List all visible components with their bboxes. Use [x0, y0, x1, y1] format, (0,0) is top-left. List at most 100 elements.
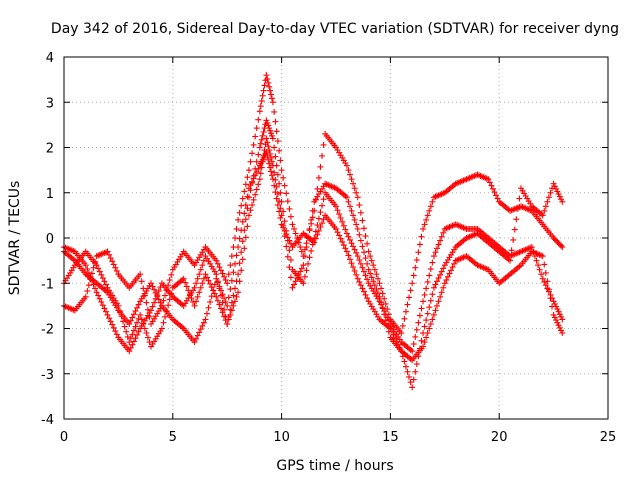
data-point-trail [287, 274, 294, 281]
data-point-trail [110, 261, 117, 268]
data-point-trail [356, 202, 363, 209]
data-point-trail [360, 225, 367, 232]
data-point-trail [265, 143, 272, 150]
data-point-trail [255, 151, 262, 158]
data-point-trail [379, 290, 386, 297]
data-point-trail [541, 261, 548, 268]
data-point-trail [283, 243, 290, 250]
data-point-trail [239, 195, 246, 202]
data-point [104, 248, 111, 255]
data-point-trail [241, 188, 248, 195]
data-point-trail [367, 270, 374, 277]
data-point-trail [141, 292, 148, 299]
data-point-trail [392, 335, 399, 342]
data-point-trail [312, 228, 319, 235]
data-point [343, 194, 350, 201]
data-point-trail [253, 125, 260, 132]
data-point [539, 275, 546, 282]
data-point-trail [303, 267, 310, 274]
data-point-trail [421, 291, 428, 298]
data-point-trail [438, 268, 445, 275]
data-point-trail [435, 275, 442, 282]
data-point-trail [416, 241, 423, 248]
data-point-trail [294, 275, 301, 282]
data-point-trail [541, 207, 548, 214]
data-point-trail [230, 269, 237, 276]
data-point-trail [286, 264, 293, 271]
data-point-trail [268, 95, 275, 102]
data-point [376, 280, 383, 287]
data-point-trail [345, 167, 352, 174]
data-point-trail [370, 262, 377, 269]
data-point-trail [207, 298, 214, 305]
data-point-trail [413, 256, 420, 263]
data-point-trail [144, 334, 151, 341]
data-point-trail [421, 323, 428, 330]
x-tick-label: 0 [60, 430, 68, 445]
data-point-trail [362, 272, 369, 279]
data-point-trail [92, 285, 99, 292]
data-point-trail [85, 269, 92, 276]
data-point-trail [214, 260, 221, 267]
data-point-trail [241, 210, 248, 217]
data-point-trail [426, 304, 433, 311]
data-point-trail [440, 265, 447, 272]
data-point-trail [554, 188, 561, 195]
chart-title: Day 342 of 2016, Sidereal Day-to-day VTE… [51, 21, 619, 37]
data-point-trail [339, 218, 346, 225]
data-point-trail [102, 308, 109, 315]
data-point [82, 262, 89, 269]
data-point [376, 293, 383, 300]
data-point [420, 330, 427, 337]
x-tick-label: 10 [273, 430, 290, 445]
data-point-trail [129, 331, 136, 338]
data-point-trail [378, 299, 385, 306]
data-point-trail [225, 271, 232, 278]
data-point-trail [308, 247, 315, 254]
data-point [507, 257, 514, 264]
y-tick-label: -3 [41, 368, 54, 383]
data-point-trail [162, 313, 169, 320]
data-point-trail [351, 185, 358, 192]
data-point-trail [514, 205, 521, 212]
data-point-trail [549, 303, 556, 310]
data-point-trail [418, 233, 425, 240]
data-point-trail [233, 225, 240, 232]
data-point-trail [435, 298, 442, 305]
data-point-trail [259, 92, 266, 99]
data-point-trail [368, 257, 375, 264]
data-point-trail [236, 260, 243, 267]
data-point-trail [374, 289, 381, 296]
data-point-trail [194, 332, 201, 339]
data-point-trail [271, 144, 278, 151]
data-point [539, 253, 546, 260]
data-point-trail [367, 253, 374, 260]
data-point-trail [182, 279, 189, 286]
data-point-trail [249, 178, 256, 185]
data-point-trail [211, 290, 218, 297]
data-point-trail [166, 277, 173, 284]
data-point-trail [252, 172, 259, 179]
data-point-trail [353, 249, 360, 256]
data-point [485, 176, 492, 183]
data-point-trail [415, 353, 422, 360]
data-point-trail [348, 207, 355, 214]
data-point-trail [96, 295, 103, 302]
data-point-trail [555, 191, 562, 198]
data-point-trail [197, 284, 204, 291]
data-point-trail [427, 203, 434, 210]
data-point-trail [287, 240, 294, 247]
data-point-trail [416, 312, 423, 319]
data-point-trail [314, 231, 321, 238]
data-point [311, 239, 318, 246]
data-point-trail [415, 249, 422, 256]
data-point-trail [320, 196, 327, 203]
data-point-trail [410, 272, 417, 279]
data-point-trail [362, 233, 369, 240]
data-point-trail [556, 193, 563, 200]
data-point-trail [244, 174, 251, 181]
data-point-trail [286, 237, 293, 244]
data-point [126, 320, 133, 327]
data-point-trail [130, 311, 137, 318]
